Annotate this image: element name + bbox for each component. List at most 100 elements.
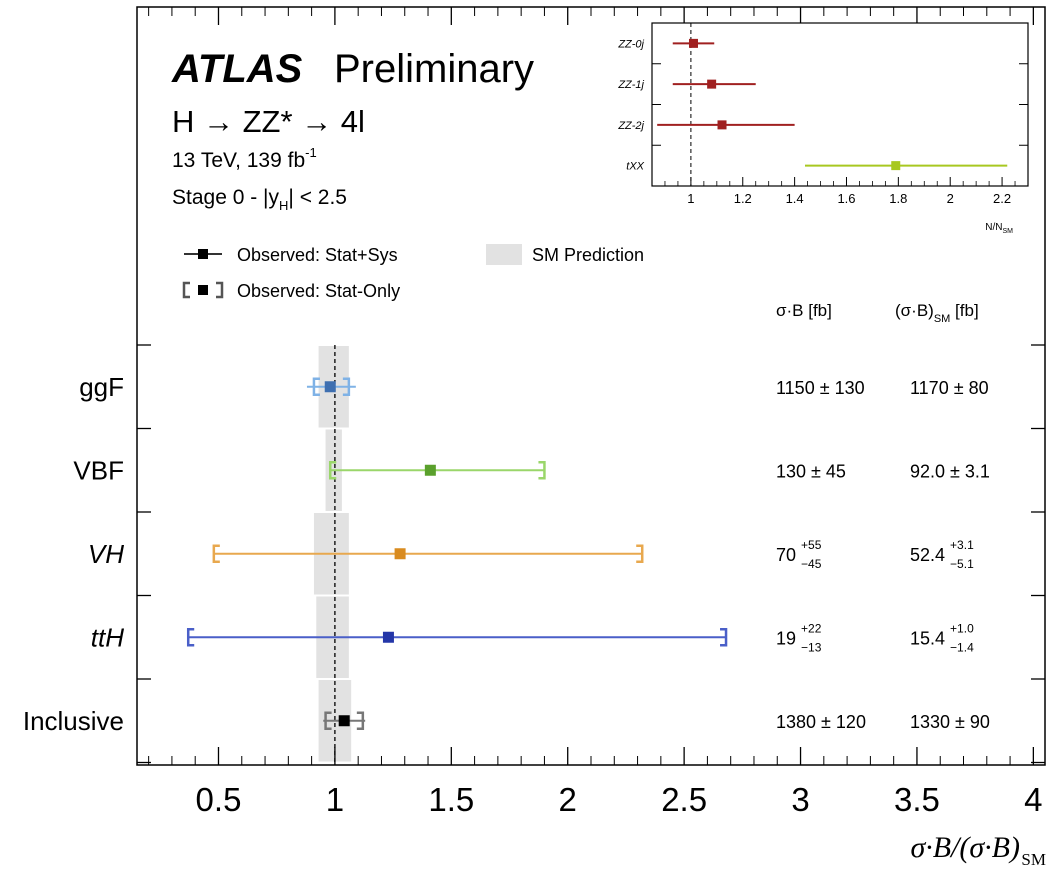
legend-statsys-label: Observed: Stat+Sys [237, 245, 398, 265]
inset-frame [651, 22, 1029, 187]
sm-value-ggf: 1170 ± 80 [910, 378, 989, 398]
lumi-exponent: -1 [305, 145, 317, 160]
x-axis-label-sub: SM [1021, 850, 1046, 869]
stat-bracket-ggf [312, 377, 351, 396]
x-axis: 0.5 1 1.5 2 2.5 3 3.5 4 [137, 7, 1045, 818]
sm-value-ggf-text: 1170 ± 80 [910, 378, 989, 398]
inset-x-tick-label: 2 [947, 191, 954, 206]
legend-sm-band-swatch [486, 244, 522, 265]
category-label-tth: ttH [91, 622, 124, 652]
x-tick-label: 3.5 [894, 781, 940, 818]
sm-value-vh-central: 52.4 [910, 545, 945, 565]
sm-value-vbf-text: 92.0 ± 3.1 [910, 461, 990, 481]
sm-value-vbf: 92.0 ± 3.1 [910, 461, 990, 481]
legend-statonly-marker [198, 285, 208, 295]
x-tick-label: 2.5 [661, 781, 707, 818]
inset-marker-zz-0j [688, 38, 698, 48]
inset-x-tick-label: 2.2 [993, 191, 1011, 206]
x-axis-label-main: σ·B/(σ·B) [910, 831, 1020, 864]
inset-x-tick-label: 1.2 [734, 191, 752, 206]
marker-vh [394, 548, 406, 560]
inset-category-label-zz-1j: ZZ-1j [617, 79, 644, 91]
xs-value-vbf: 130 ± 45 [776, 461, 846, 481]
xs-value-vh-central: 70 [776, 545, 796, 565]
xs-value-inclusive: 1380 ± 120 [776, 712, 866, 732]
sm-value-tth-down: −1.4 [950, 640, 974, 654]
marker-ggf [324, 381, 336, 393]
table-header-xs: σ·B [fb] [776, 301, 832, 320]
inset-x-tick-label: 1 [687, 191, 694, 206]
category-label-inclusive: Inclusive [23, 706, 124, 736]
xs-value-vh-down: −45 [801, 557, 822, 571]
sm-value-tth: 15.4 +1.0 −1.4 [910, 621, 974, 654]
stage-sub: H [279, 198, 288, 213]
stage-cut: | < 2.5 [288, 186, 347, 209]
sm-value-vh-down: −5.1 [950, 557, 974, 571]
x-tick-label: 1.5 [428, 781, 474, 818]
xs-value-tth-central: 19 [776, 628, 796, 648]
category-label-vh: VH [88, 539, 124, 569]
table-header-sm-unit: [fb] [950, 301, 978, 320]
marker-tth [382, 631, 394, 643]
inset-category-label-zz-0j: ZZ-0j [617, 38, 644, 50]
legend-statsys-marker [198, 249, 208, 259]
data-points [186, 377, 728, 730]
category-label-ggf: ggF [79, 372, 124, 402]
sm-value-vh: 52.4 +3.1 −5.1 [910, 538, 974, 571]
xs-value-ggf-text: 1150 ± 130 [776, 378, 865, 398]
marker-inclusive [338, 715, 350, 727]
x-tick-label: 3 [791, 781, 809, 818]
stage-text: Stage 0 - |y [172, 186, 280, 209]
legend-sm-band-label: SM Prediction [532, 245, 644, 265]
marker-vbf [424, 464, 436, 476]
xs-value-vh-up: +55 [801, 538, 822, 552]
table-header-sm-main: (σ·B) [895, 301, 934, 320]
xs-value-inclusive-text: 1380 ± 120 [776, 712, 866, 732]
energy-lumi-text: 13 TeV, 139 fb [172, 149, 305, 172]
inset-x-label: N/NSM [985, 222, 1013, 235]
sm-value-tth-central: 15.4 [910, 628, 945, 648]
sm-value-tth-up: +1.0 [950, 621, 974, 635]
inset-x-tick-label: 1.4 [786, 191, 804, 206]
x-tick-label: 4 [1024, 781, 1042, 818]
preliminary-label: Preliminary [334, 47, 534, 91]
inset-marker-zz-1j [707, 79, 717, 89]
xs-value-vh: 70 +55 −45 [776, 538, 822, 571]
inset-marker-zz-2j [717, 120, 727, 130]
inset-category-label-zz-2j: ZZ-2j [617, 120, 644, 132]
table-header-sm-sub: SM [934, 313, 951, 325]
category-label-vbf: VBF [73, 455, 124, 485]
table-header-sm: (σ·B)SM [fb] [895, 301, 979, 325]
stat-bracket-vh [212, 544, 644, 563]
xs-value-vbf-text: 130 ± 45 [776, 461, 846, 481]
stage-label: Stage 0 - |yH| < 2.5 [172, 186, 347, 213]
stat-bracket-inclusive [324, 711, 365, 730]
legend-statonly-bracket [182, 281, 224, 299]
stat-bracket-vbf [328, 461, 546, 480]
inset-x-tick-label: 1.8 [889, 191, 907, 206]
x-tick-label: 1 [326, 781, 344, 818]
x-tick-label: 2 [559, 781, 577, 818]
sm-value-inclusive: 1330 ± 90 [910, 712, 990, 732]
x-tick-label: 0.5 [196, 781, 242, 818]
stat-bracket-tth [186, 628, 728, 647]
inset-plot: ZZ-0j ZZ-1j ZZ-2j tXX 1 1.2 1.4 1.6 1.8 2 2.2 [617, 23, 1029, 206]
category-labels: ggF VBF VH ttH Inclusive [23, 372, 124, 736]
legend-statonly-label: Observed: Stat-Only [237, 281, 400, 301]
legend: Observed: Stat+Sys SM Prediction Observe… [182, 244, 644, 301]
x-axis-label: σ·B/(σ·B) [910, 831, 1020, 864]
xs-value-tth: 19 +22 −13 [776, 621, 822, 654]
inset-marker-txx [891, 161, 901, 171]
sm-value-vh-up: +3.1 [950, 538, 974, 552]
xs-value-tth-up: +22 [801, 621, 822, 635]
inset-x-label-sub: SM [1003, 228, 1014, 235]
inset-x-tick-label: 1.6 [837, 191, 855, 206]
process-label: H → ZZ* → 4l [172, 104, 365, 139]
inset-category-label-txx: tXX [626, 161, 644, 173]
sm-value-inclusive-text: 1330 ± 90 [910, 712, 990, 732]
inset-x-label-main: N/N [985, 222, 1002, 233]
atlas-label: ATLAS [171, 47, 303, 91]
xs-value-tth-down: −13 [801, 640, 822, 654]
values-table: 1150 ± 130 1170 ± 80 130 ± 45 92.0 ± 3.1 70 +… [776, 378, 990, 732]
